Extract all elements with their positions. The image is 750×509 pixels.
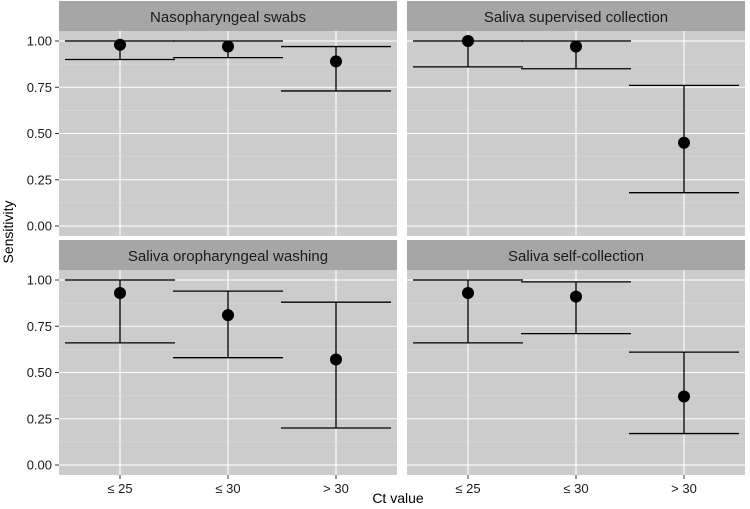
- strip-title-2: Saliva supervised collection: [484, 9, 668, 26]
- y-tick-label: 0.50: [27, 365, 52, 380]
- strip-title-1: Nasopharyngeal swabs: [150, 9, 306, 26]
- data-point: [570, 40, 582, 53]
- data-point: [222, 309, 234, 322]
- x-tick-label: ≤ 25: [455, 481, 480, 496]
- strip-1: [59, 1, 397, 31]
- data-point: [678, 390, 690, 403]
- x-axis-title: Ct value: [372, 490, 424, 506]
- y-tick-label: 0.75: [27, 80, 52, 95]
- strip-title-4: Saliva self-collection: [508, 248, 644, 265]
- data-point: [330, 55, 342, 68]
- data-point: [570, 290, 582, 303]
- strip-title-3: Saliva oropharyngeal washing: [128, 248, 328, 265]
- strip-4: [407, 240, 745, 270]
- y-tick-label: 0.25: [27, 172, 52, 187]
- strip-3: [59, 240, 397, 270]
- x-tick-label: ≤ 25: [107, 481, 132, 496]
- x-tick-label: > 30: [671, 481, 697, 496]
- y-tick-label: 0.00: [27, 458, 52, 473]
- strip-2: [407, 1, 745, 31]
- data-point: [222, 40, 234, 53]
- x-tick-label: ≤ 30: [563, 481, 588, 496]
- y-tick-label: 1.00: [27, 34, 52, 49]
- x-tick-label: ≤ 30: [215, 481, 240, 496]
- data-point: [114, 286, 126, 299]
- y-tick-label: 0.00: [27, 219, 52, 234]
- data-point: [114, 38, 126, 51]
- y-tick-label: 0.50: [27, 126, 52, 141]
- data-point: [678, 136, 690, 149]
- data-point: [462, 35, 474, 47]
- x-tick-label: > 30: [323, 481, 349, 496]
- y-tick-label: 0.75: [27, 319, 52, 334]
- data-point: [462, 286, 474, 299]
- y-tick-label: 0.25: [27, 411, 52, 426]
- y-tick-label: 1.00: [27, 273, 52, 288]
- y-axis-title: Sensitivity: [0, 200, 16, 263]
- data-point: [330, 353, 342, 366]
